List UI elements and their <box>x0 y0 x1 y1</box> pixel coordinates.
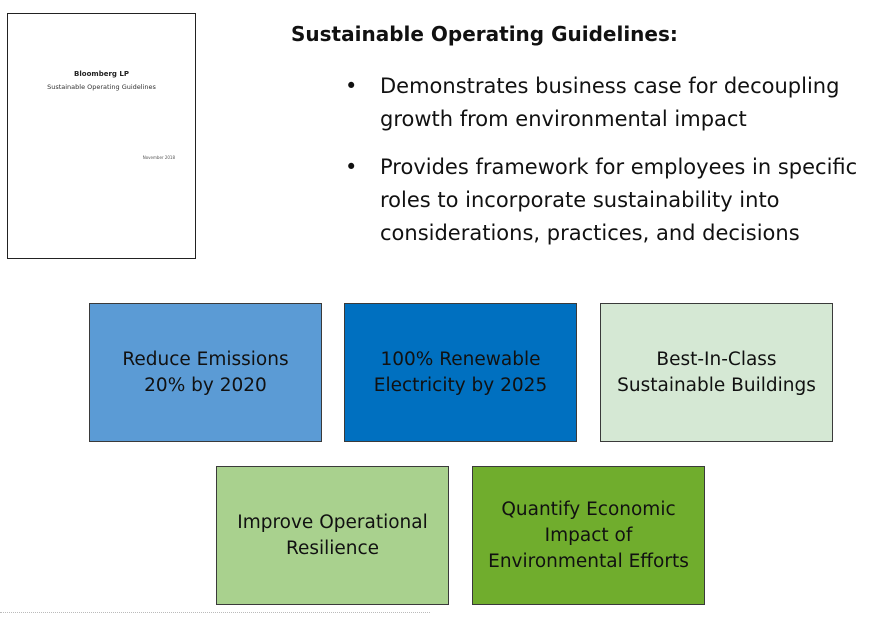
divider <box>0 612 430 614</box>
goal-box-reduce-emissions: Reduce Emissions 20% by 2020 <box>89 303 322 442</box>
page-title: Sustainable Operating Guidelines: <box>291 22 678 46</box>
bullet-text: Demonstrates business case for decouplin… <box>380 74 840 131</box>
document-thumbnail: Bloomberg LP Sustainable Operating Guide… <box>7 13 196 259</box>
goal-label: Improve Operational Resilience <box>237 511 428 559</box>
bullet-glyph: • <box>345 155 358 179</box>
goal-label: 100% Renewable Electricity by 2025 <box>373 348 548 396</box>
goal-label: Quantify Economic Impact of Environmenta… <box>488 498 689 572</box>
goal-box-quantify-impact: Quantify Economic Impact of Environmenta… <box>472 466 705 605</box>
goal-box-renewable-electricity: 100% Renewable Electricity by 2025 <box>344 303 577 442</box>
bullet-item: • Provides framework for employees in sp… <box>341 151 866 250</box>
goal-box-sustainable-buildings: Best-In-Class Sustainable Buildings <box>600 303 833 442</box>
document-title: Sustainable Operating Guidelines <box>47 83 156 91</box>
bullet-item: • Demonstrates business case for decoupl… <box>341 70 866 136</box>
goal-box-operational-resilience: Improve Operational Resilience <box>216 466 449 605</box>
document-org: Bloomberg LP <box>74 70 129 78</box>
goal-label: Best-In-Class Sustainable Buildings <box>617 348 816 396</box>
goal-label: Reduce Emissions 20% by 2020 <box>122 348 289 396</box>
bullet-text: Provides framework for employees in spec… <box>380 155 858 245</box>
document-date: November 2018 <box>142 155 175 160</box>
bullet-list: • Demonstrates business case for decoupl… <box>341 70 866 265</box>
bullet-glyph: • <box>345 74 358 98</box>
